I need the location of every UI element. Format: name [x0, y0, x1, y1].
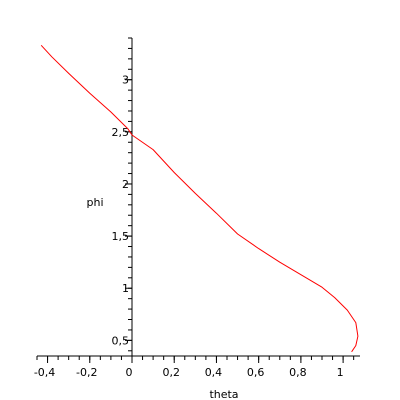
- y-axis-ticks: 0,5 1 1,5 2 2,5 3: [112, 37, 132, 352]
- series-line: [40, 44, 359, 353]
- x-tick-label: 0,6: [247, 366, 265, 379]
- x-tick-label: -0,2: [76, 366, 97, 379]
- series-group: [40, 44, 359, 353]
- y-axis-label: phi: [86, 196, 103, 209]
- y-tick-label: 2: [122, 178, 129, 191]
- x-tick-label: -0,4: [34, 366, 55, 379]
- x-tick-label: 0: [126, 366, 133, 379]
- x-axis-ticks: -0,4 -0,2 0 0,2 0,4 0,6 0,8 1: [34, 356, 355, 379]
- y-tick-label: 0,5: [112, 334, 130, 347]
- y-tick-label: 1: [122, 282, 129, 295]
- x-tick-label: 1: [337, 366, 344, 379]
- axes: [37, 38, 360, 357]
- y-tick-label: 2,5: [112, 126, 130, 139]
- x-tick-label: 0,4: [205, 366, 223, 379]
- y-tick-label: 1,5: [112, 230, 130, 243]
- x-tick-label: 0,8: [289, 366, 307, 379]
- x-tick-label: 0,2: [162, 366, 180, 379]
- y-tick-label: 3: [122, 74, 129, 87]
- x-axis-label: theta: [209, 388, 238, 400]
